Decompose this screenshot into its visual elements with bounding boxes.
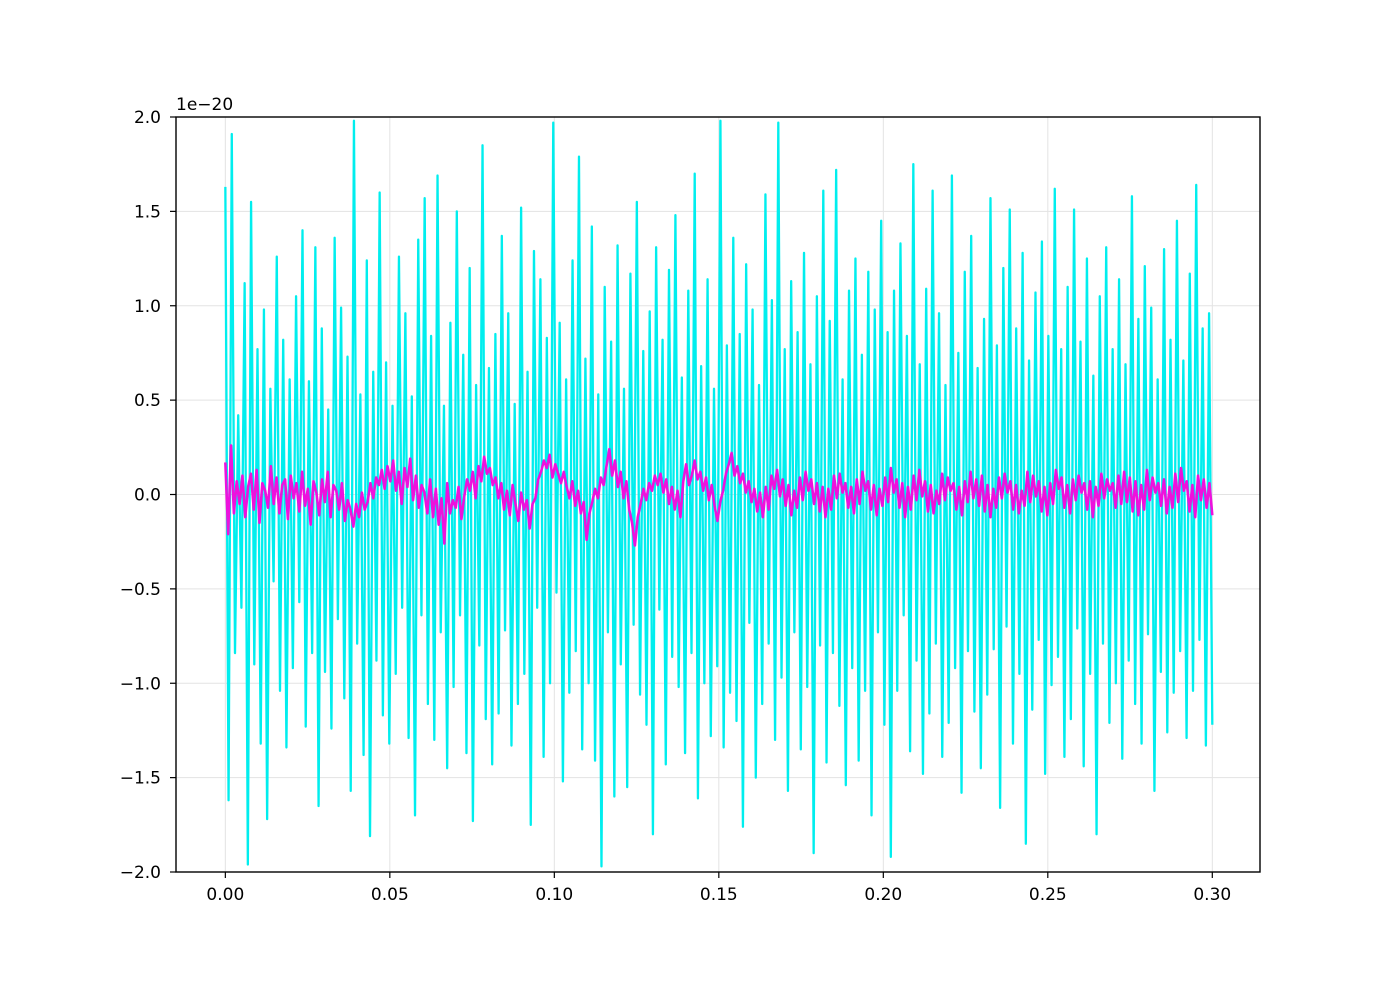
y-offset-label: 1e−20	[176, 95, 233, 115]
x-tick-label-0: 0.00	[206, 885, 244, 905]
y-tick-label-5: 0.5	[134, 391, 161, 411]
y-tick-label-3: −0.5	[120, 580, 161, 600]
x-tick-label-2: 0.10	[535, 885, 573, 905]
series-layer	[224, 119, 1214, 868]
x-tick-label-4: 0.20	[864, 885, 902, 905]
y-tick-label-2: −1.0	[120, 674, 161, 694]
y-tick-label-7: 1.5	[134, 202, 161, 222]
series-line-0	[224, 119, 1214, 868]
y-tick-label-8: 2.0	[134, 108, 161, 128]
y-tick-label-4: 0.0	[134, 486, 161, 506]
x-tick-label-6: 0.30	[1193, 885, 1231, 905]
series-line-1	[224, 444, 1214, 547]
x-tick-label-5: 0.25	[1029, 885, 1067, 905]
y-axis: −2.0 −1.5 −1.0 −0.5 0.0 0.5 1.0 1.5 2.0	[120, 108, 176, 883]
y-tick-label-0: −2.0	[120, 863, 161, 883]
x-tick-label-1: 0.05	[371, 885, 409, 905]
y-tick-label-6: 1.0	[134, 297, 161, 317]
y-tick-label-1: −1.5	[120, 769, 161, 789]
x-axis: 0.00 0.05 0.10 0.15 0.20 0.25 0.30	[206, 872, 1231, 905]
x-tick-label-3: 0.15	[700, 885, 738, 905]
